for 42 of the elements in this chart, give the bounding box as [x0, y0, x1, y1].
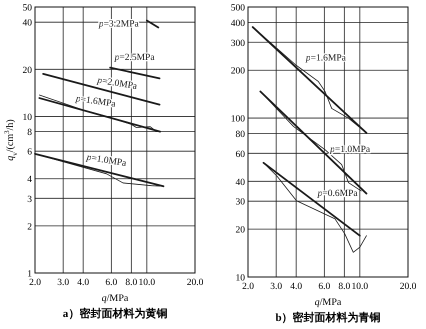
x-tick-label: 4.0: [290, 282, 302, 292]
x-tick-label: 6.0: [105, 278, 118, 288]
y-tick-label: 100: [230, 114, 246, 125]
x-tick-label: 10.0: [138, 278, 156, 288]
y-tick-label: 50: [22, 4, 32, 14]
x-tick-label: 10.0: [352, 282, 368, 292]
x-tick-label: 20.0: [400, 282, 417, 292]
y-tick-label: 1: [27, 270, 32, 280]
y-tick-label: 30: [236, 198, 246, 208]
text: p=1.0MPa: [84, 152, 128, 170]
x-tick-label: 3.0: [270, 282, 282, 292]
y-tick-label: 10: [22, 112, 32, 123]
y-tick-label: 20: [236, 226, 246, 236]
y-tick-label: 200: [230, 66, 246, 77]
x-axis-title: q/MPa: [314, 297, 342, 308]
y-tick-label: 80: [236, 130, 246, 140]
x-tick-label: 3.0: [57, 278, 70, 288]
y-tick-label: 500: [230, 4, 246, 14]
y-tick-label: 8: [27, 128, 32, 138]
y-tick-label: 3: [27, 194, 32, 205]
y-tick-label: 40: [236, 178, 246, 188]
y-tick-label: 40: [22, 18, 32, 29]
y-tick-label: 20: [22, 66, 32, 76]
text: b）密封面材料为青铜: [275, 311, 381, 324]
x-tick-label: 8.0: [125, 278, 138, 288]
y-tick-label: 2: [27, 222, 32, 232]
y-tick-label: 10: [236, 274, 246, 284]
x-tick-label: 4.0: [77, 278, 90, 288]
y-tick-label: 6: [27, 148, 32, 158]
x-tick-label: 8.0: [338, 282, 351, 292]
text: p=1.6MPa: [74, 94, 117, 110]
y-tick-label: 400: [230, 18, 246, 29]
x-tick-label: 2.0: [242, 282, 254, 292]
text: a）密封面材料为黄铜: [62, 307, 168, 320]
y-tick-label: 60: [236, 150, 246, 160]
x-tick-label: 20.0: [186, 278, 204, 288]
y-tick-label: 300: [230, 38, 246, 49]
x-tick-label: 6.0: [318, 282, 331, 292]
y-tick-label: 4: [27, 175, 32, 186]
x-axis-title: q/MPa: [102, 293, 129, 304]
text: p=2.0MPa: [96, 76, 138, 92]
x-tick-label: 2.0: [29, 278, 42, 288]
